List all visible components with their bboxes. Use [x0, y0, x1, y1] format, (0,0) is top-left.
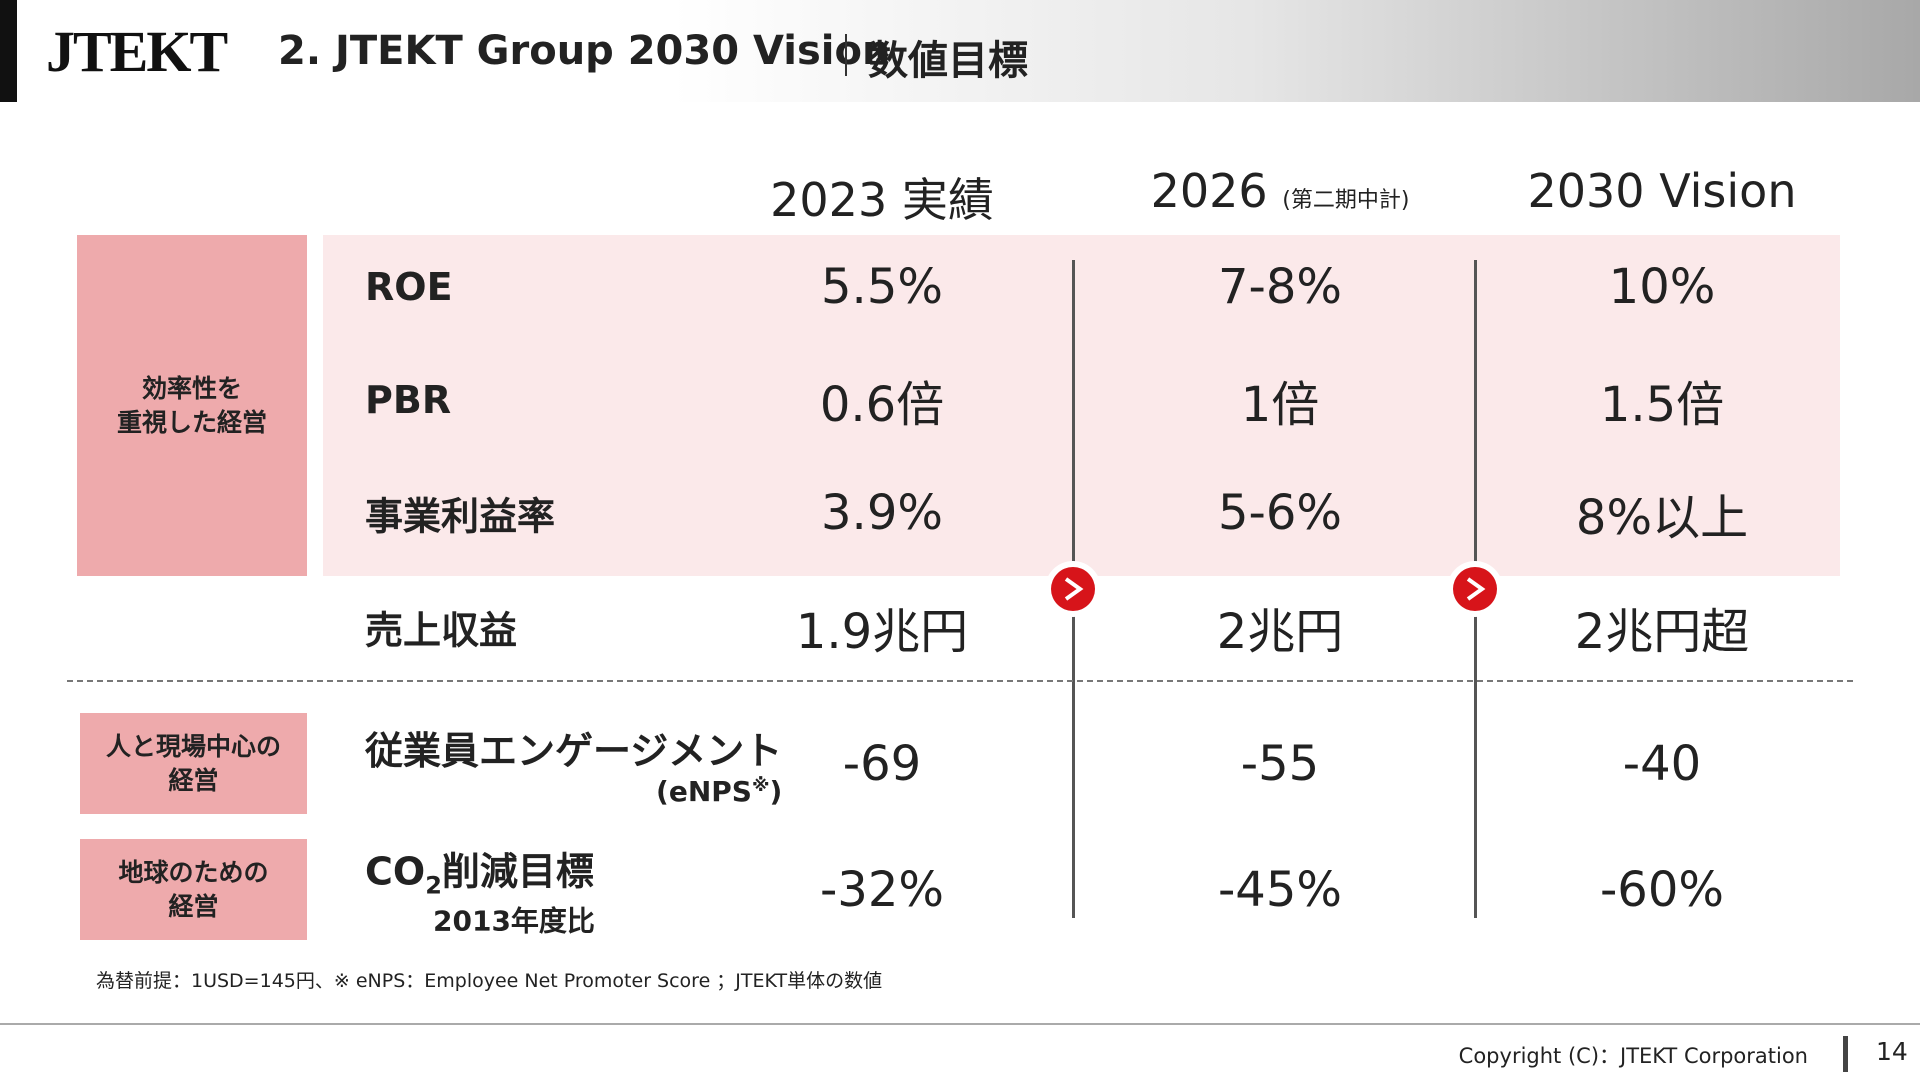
cell-value: 1.9兆円: [795, 604, 969, 660]
row-label: 従業員エンゲージメント (eNPS※): [365, 720, 782, 808]
row-label: PBR: [365, 378, 451, 422]
cell-value: 10%: [1608, 259, 1716, 315]
cell-value: -55: [1240, 736, 1320, 792]
group-line: 経営: [168, 765, 219, 795]
divider: [1072, 260, 1075, 918]
row-label: CO2削減目標 2013年度比: [365, 841, 595, 940]
group-line: 重視した経営: [116, 407, 267, 437]
cell-value: 1.5倍: [1599, 377, 1725, 433]
label-part: CO: [365, 849, 426, 894]
title-separator: [845, 34, 847, 76]
cell-value: 1倍: [1240, 377, 1320, 433]
label-line: PBR: [365, 378, 452, 422]
cell-value: 2兆円: [1216, 604, 1344, 660]
group-line: 経営: [168, 891, 219, 921]
footer-rule: [0, 1023, 1920, 1025]
page-bar: [1843, 1036, 1848, 1072]
sublabel-part: ): [769, 775, 783, 809]
label-part: 2: [425, 871, 442, 900]
cell-value: 5-6%: [1217, 485, 1342, 541]
row-sublabel: 2013年度比: [433, 904, 595, 938]
column-header: 2030 Vision: [1527, 164, 1797, 218]
group-label: 人と現場中心の 経営: [80, 713, 307, 814]
cell-value: -60%: [1599, 862, 1724, 918]
cell-value: 5.5%: [821, 259, 943, 315]
group-line: 地球のための: [118, 857, 269, 887]
row-label: ROE: [365, 265, 453, 309]
header-bar: [0, 0, 1920, 102]
row-sublabel: (eNPS※): [365, 775, 782, 808]
sublabel-part: (eNPS: [656, 775, 752, 809]
group-label: 地球のための 経営: [80, 839, 307, 940]
label-line: 売上収益: [365, 608, 518, 653]
column-header: 2023 実績: [770, 173, 994, 227]
dashed-rule: [67, 680, 1853, 682]
label-line: ROE: [365, 265, 453, 309]
cell-value: -32%: [819, 862, 944, 918]
label-line: 従業員エンゲージメント: [365, 728, 783, 773]
row-label: 売上収益: [365, 600, 517, 655]
cell-value: 3.9%: [821, 485, 943, 541]
label-line: 事業利益率: [365, 494, 556, 539]
cell-value: -69: [842, 736, 922, 792]
label-part: 削減目標: [441, 849, 594, 894]
highlight-band: [323, 235, 1840, 576]
divider: [1474, 260, 1477, 918]
footnote: 為替前提：1USD=145円、※ eNPS：Employee Net Promo…: [96, 970, 883, 992]
page-number: 14: [1876, 1037, 1908, 1066]
cell-value: 0.6倍: [819, 377, 945, 433]
sublabel-part: ※: [751, 774, 770, 796]
label-line: CO2削減目標: [365, 841, 595, 900]
column-header: 2026 (第二期中計): [1080, 164, 1480, 218]
cell-value: 8%以上: [1575, 490, 1749, 546]
logo: JTEKT: [46, 19, 228, 84]
cell-value: -45%: [1217, 862, 1342, 918]
copyright: Copyright (C)：JTEKT Corporation: [1458, 1044, 1808, 1068]
subtitle: 数値目標: [868, 38, 1028, 84]
header-stripe: [0, 0, 17, 102]
cell-value: 2兆円超: [1574, 604, 1750, 660]
title: 2. JTEKT Group 2030 Vision: [278, 28, 891, 74]
group-label: 効率性を重視した経営: [77, 235, 307, 576]
cell-value: 7-8%: [1217, 259, 1342, 315]
column-note: (第二期中計): [1282, 188, 1410, 213]
group-line: 人と現場中心の: [105, 731, 281, 761]
row-label: 事業利益率: [365, 486, 555, 541]
cell-value: -40: [1622, 736, 1702, 792]
group-line: 効率性を: [141, 373, 242, 403]
column-label: 2026: [1150, 164, 1268, 218]
